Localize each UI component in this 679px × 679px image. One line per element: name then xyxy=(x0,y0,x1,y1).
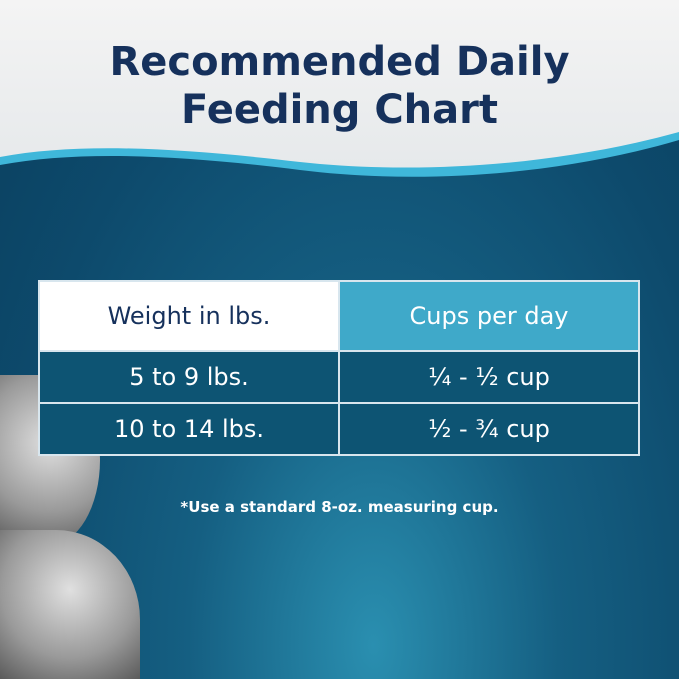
table-header-row: Weight in lbs. Cups per day xyxy=(38,280,640,352)
table-row: 5 to 9 lbs. ¼ - ½ cup xyxy=(38,350,640,404)
header-cups: Cups per day xyxy=(338,280,640,352)
footnote: *Use a standard 8-oz. measuring cup. xyxy=(180,498,499,516)
title-line-1: Recommended Daily xyxy=(109,39,570,85)
cat-paw-image xyxy=(0,530,140,679)
feeding-table: Weight in lbs. Cups per day 5 to 9 lbs. … xyxy=(38,280,640,456)
cups-cell: ¼ - ½ cup xyxy=(338,350,640,404)
weight-cell: 5 to 9 lbs. xyxy=(38,350,340,404)
page-title: Recommended Daily Feeding Chart xyxy=(0,38,679,134)
marble-header-background xyxy=(0,0,679,177)
header-weight: Weight in lbs. xyxy=(38,280,340,352)
weight-cell: 10 to 14 lbs. xyxy=(38,402,340,456)
title-line-2: Feeding Chart xyxy=(180,87,498,133)
cups-cell: ½ - ¾ cup xyxy=(338,402,640,456)
table-row: 10 to 14 lbs. ½ - ¾ cup xyxy=(38,402,640,456)
